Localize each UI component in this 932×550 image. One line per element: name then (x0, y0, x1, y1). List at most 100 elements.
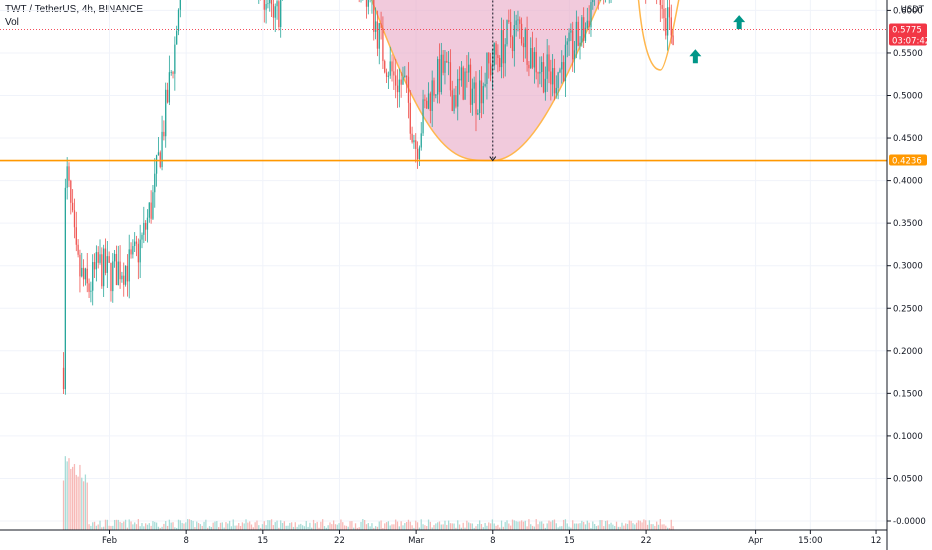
volume-bar-35 (126, 527, 129, 530)
candle-body-172 (376, 21, 379, 49)
volume-bar-243 (506, 520, 508, 530)
volume-bar-24 (106, 519, 108, 530)
volume-bar-253 (524, 520, 526, 530)
candle-body-233 (488, 52, 490, 64)
volume-bar-283 (579, 523, 581, 530)
volume-bar-309 (626, 523, 629, 530)
volume-bar-301 (612, 524, 614, 530)
candle-body-46 (146, 217, 149, 230)
volume-bar-196 (420, 519, 422, 530)
volume-bar-155 (345, 525, 348, 530)
volume-bar-65 (181, 522, 183, 530)
candle-body-258 (533, 51, 536, 68)
volume-bar-202 (431, 527, 433, 530)
candle-body-232 (486, 52, 488, 84)
volume-bar-163 (360, 521, 362, 530)
volume-bar-106 (256, 520, 258, 530)
candle-body-62 (176, 31, 178, 45)
candle-body-218 (460, 67, 463, 81)
volume-bar-314 (635, 522, 638, 530)
up-arrows (689, 15, 746, 64)
volume-bar-62 (176, 527, 178, 530)
candle-body-263 (542, 62, 545, 93)
volume-bar-14 (88, 524, 90, 530)
volume-bar-37 (130, 521, 132, 530)
volume-bar-122 (285, 525, 287, 530)
volume-bar-145 (327, 525, 329, 530)
volume-bar-174 (380, 520, 382, 530)
candle-body-183 (396, 85, 399, 93)
candle-body-42 (139, 239, 141, 263)
candle-body-192 (413, 140, 415, 143)
candle-body-198 (424, 99, 426, 101)
volume-bar-49 (152, 521, 154, 530)
volume-bar-328 (661, 524, 663, 530)
candle-body-173 (378, 23, 380, 49)
volume-bar-288 (588, 522, 590, 530)
volume-bar-181 (393, 524, 395, 530)
volume-bar-172 (376, 526, 379, 530)
volume-bar-292 (595, 526, 598, 530)
candle-body-201 (429, 93, 431, 111)
current-price-tag-bg (889, 23, 927, 46)
volume-bar-278 (570, 527, 572, 530)
candle-body-52 (157, 152, 160, 156)
candle-body-214 (453, 95, 455, 112)
candle-body-276 (566, 41, 568, 45)
volume-bar-157 (349, 521, 351, 530)
candle-body-57 (166, 89, 169, 103)
candle-body-30 (117, 261, 119, 286)
volume-bar-207 (440, 524, 442, 530)
candle-body-216 (457, 78, 459, 107)
volume-bar-248 (515, 521, 517, 530)
candle-body-286 (584, 27, 587, 41)
candle-body-47 (148, 202, 150, 218)
candle-body-35 (126, 265, 129, 282)
candle-body-190 (409, 102, 411, 134)
x-tick-label-3: 22 (334, 536, 345, 546)
volume-bar-323 (652, 524, 654, 530)
volume-bar-254 (526, 526, 528, 530)
volume-bar-216 (457, 520, 459, 530)
candle-body-9 (79, 254, 81, 277)
y-tick-label-11: 0.6000 (893, 6, 923, 16)
volume-bar-42 (139, 526, 141, 530)
volume-bar-183 (396, 521, 399, 530)
volume-bar-218 (460, 527, 463, 530)
candle-body-15 (90, 290, 92, 292)
volume-bar-249 (517, 521, 519, 530)
volume-bar-226 (475, 526, 477, 530)
volume-bar-25 (108, 525, 110, 530)
x-tick-label-9: 15:00 (798, 536, 823, 546)
volume-bar-124 (289, 522, 291, 530)
volume-bar-86 (219, 522, 222, 530)
volume-bar-141 (320, 521, 322, 530)
volume-bar-274 (562, 519, 565, 530)
candle-body-36 (128, 249, 130, 282)
time-axis[interactable]: Feb 8 15 22 Mar 8 15 22 Apr 15:00 12 (0, 529, 887, 546)
volume-bar-87 (221, 522, 223, 530)
volume-bar-306 (621, 522, 623, 530)
candle-body-5 (72, 202, 74, 211)
volume-bar-256 (530, 524, 532, 530)
candle-body-256 (530, 48, 532, 69)
volume-bar-209 (444, 520, 446, 530)
candle-body-229 (480, 80, 483, 104)
volume-bar-11 (82, 481, 85, 530)
volume-bar-125 (291, 522, 293, 530)
volume-bar-267 (550, 521, 552, 530)
candle-body-6 (73, 210, 76, 228)
volume-bar-313 (634, 524, 636, 530)
volume-bar-120 (281, 522, 284, 530)
volume-bar-289 (590, 527, 592, 530)
volume-bar-69 (188, 519, 191, 530)
volume-bar-134 (307, 526, 309, 530)
volume-bar-193 (415, 520, 417, 530)
candle-body-48 (150, 202, 152, 219)
y-tick-label-18: 0.2500 (893, 304, 923, 314)
volume-bar-321 (648, 520, 651, 530)
price-axis[interactable]: USDT 1.15001.10001.05001.00000.95000.900… (886, 0, 926, 550)
volume-bar-50 (154, 521, 156, 530)
volume-bar-46 (146, 524, 149, 530)
